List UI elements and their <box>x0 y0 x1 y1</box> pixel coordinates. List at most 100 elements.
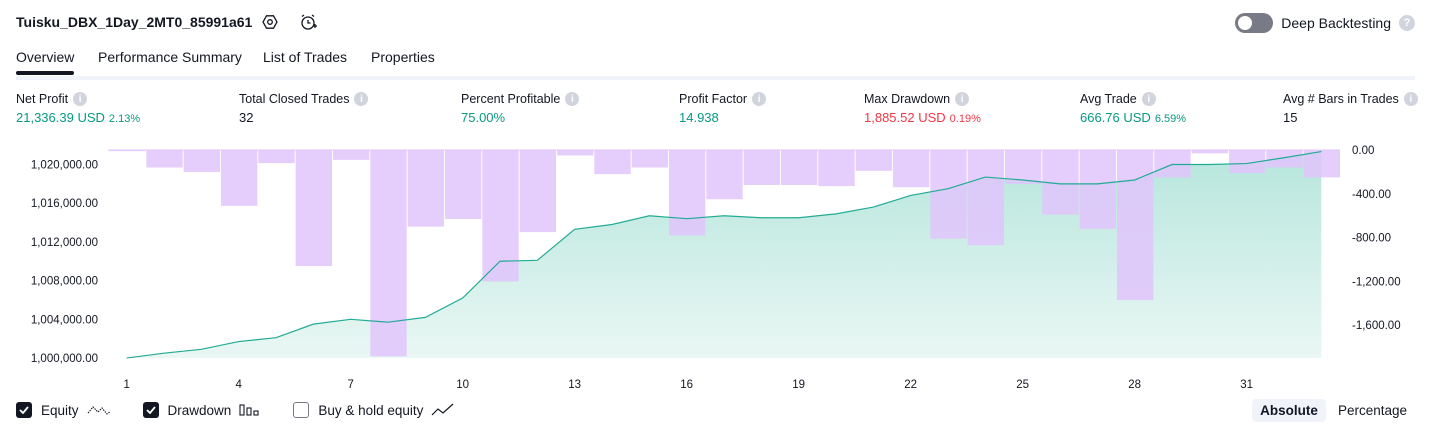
drawdown-bar <box>519 150 556 233</box>
metric-profit-factor: Profit Factor i 14.938 <box>679 92 767 125</box>
metric-value: 21,336.39 USD <box>16 110 105 125</box>
x-tick-label: 16 <box>680 379 693 390</box>
metric-max-drawdown: Max Drawdown i 1,885.52 USD 0.19% <box>864 92 981 125</box>
equity-drawdown-chart[interactable]: 1,000,000.00 1,004,000.00 1,008,000.00 1,01… <box>0 140 1431 390</box>
drawdown-tick-label: 0.00 <box>1352 145 1374 157</box>
metric-percent: 0.19% <box>949 113 981 125</box>
drawdown-bar <box>445 150 482 219</box>
metric-value: 15 <box>1283 110 1298 125</box>
metric-label: Total Closed Trades <box>239 92 350 106</box>
drawdown-tick-label: -400.00 <box>1352 189 1391 201</box>
metric-percent: 2.13% <box>108 113 141 125</box>
drawdown-bar <box>482 150 519 282</box>
info-icon[interactable]: i <box>565 92 580 106</box>
metrics-row: Net Profit i 21,336.39 USD 2.13% Total Clo… <box>0 92 1431 132</box>
drawdown-bar <box>295 150 332 267</box>
metric-net-profit: Net Profit i 21,336.39 USD 2.13% <box>16 92 140 125</box>
legend-drawdown[interactable]: Drawdown <box>142 402 262 418</box>
drawdown-bar <box>1117 150 1154 300</box>
drawdown-bar <box>183 150 220 172</box>
x-tick-label: 7 <box>347 379 353 390</box>
drawdown-bar <box>109 150 146 152</box>
drawdown-bar <box>706 150 743 200</box>
x-tick-label: 1 <box>123 379 129 390</box>
metric-label: Profit Factor <box>679 92 748 106</box>
metric-label: Max Drawdown <box>864 92 951 106</box>
drawdown-bar <box>1303 150 1340 178</box>
buy-hold-label: Buy & hold equity <box>318 402 424 418</box>
x-tick-label: 22 <box>904 379 917 390</box>
drawdown-bar <box>781 150 818 186</box>
equity-checkbox[interactable] <box>16 402 32 418</box>
x-tick-label: 13 <box>568 379 581 390</box>
alarm-clock-plus-icon[interactable] <box>297 11 319 33</box>
info-icon[interactable]: i <box>752 92 767 106</box>
drawdown-bar <box>1191 150 1228 154</box>
equity-area <box>126 151 1322 358</box>
x-tick-label: 28 <box>1128 379 1141 390</box>
equity-tick-label: 1,012,000.00 <box>31 237 98 249</box>
equity-tick-label: 1,000,000.00 <box>31 353 98 365</box>
tab-list-of-trades[interactable]: List of Trades <box>263 49 348 65</box>
drawdown-bar <box>146 150 183 168</box>
tab-overview[interactable]: Overview <box>16 49 75 75</box>
drawdown-bar <box>1266 150 1303 168</box>
equity-line <box>126 150 1322 359</box>
metric-avg-trade: Avg Trade i 666.76 USD 6.59% <box>1080 92 1186 125</box>
metric-label: Percent Profitable <box>461 92 561 106</box>
metric-value: 666.76 USD <box>1080 110 1151 125</box>
info-icon[interactable]: i <box>354 92 369 106</box>
drawdown-bar <box>221 150 258 206</box>
equity-tick-label: 1,004,000.00 <box>31 314 98 326</box>
tab-properties[interactable]: Properties <box>371 49 435 65</box>
drawdown-bar <box>631 150 668 168</box>
metric-label: Avg # Bars in Trades <box>1283 92 1399 106</box>
metric-value: 1,885.52 USD <box>864 110 946 125</box>
bar-chart-icon <box>239 403 261 417</box>
info-icon[interactable]: i <box>1141 92 1156 106</box>
equity-label: Equity <box>41 402 79 418</box>
metric-avg-bars-in-trades: Avg # Bars in Trades i 15 <box>1283 92 1418 125</box>
drawdown-bar <box>333 150 370 160</box>
drawdown-bar <box>930 150 967 239</box>
gear-icon[interactable] <box>259 11 281 33</box>
drawdown-label: Drawdown <box>167 402 232 418</box>
x-tick-label: 31 <box>1240 379 1253 390</box>
info-icon[interactable]: i <box>1403 92 1418 106</box>
x-tick-label: 25 <box>1016 379 1029 390</box>
drawdown-bar <box>557 150 594 156</box>
deep-backtesting: Deep Backtesting ? <box>1235 13 1415 33</box>
drawdown-checkbox[interactable] <box>142 402 159 418</box>
deep-backtesting-label: Deep Backtesting <box>1281 15 1391 31</box>
strategy-header: Tuisku_DBX_1Day_2MT0_85991a61 Deep Backt… <box>0 0 1431 46</box>
drawdown-tick-label: -1,200.00 <box>1352 276 1401 288</box>
x-tick-label: 4 <box>235 379 242 390</box>
metric-label: Avg Trade <box>1080 92 1137 106</box>
drawdown-bar <box>1229 150 1266 173</box>
info-icon[interactable]: i <box>73 92 88 106</box>
percentage-button[interactable]: Percentage <box>1337 403 1407 418</box>
equity-tick-label: 1,016,000.00 <box>31 198 98 210</box>
drawdown-bar <box>967 150 1004 246</box>
metric-percent-profitable: Percent Profitable i 75.00% <box>461 92 580 125</box>
drawdown-bar <box>818 150 855 187</box>
metric-label: Net Profit <box>16 92 69 106</box>
drawdown-tick-label: -800.00 <box>1352 233 1391 245</box>
drawdown-bar <box>743 150 780 186</box>
absolute-button[interactable]: Absolute <box>1252 399 1326 422</box>
question-icon[interactable]: ? <box>1399 15 1415 31</box>
deep-backtesting-toggle[interactable] <box>1235 13 1274 33</box>
buy-hold-checkbox[interactable] <box>293 402 310 418</box>
info-icon[interactable]: i <box>955 92 970 106</box>
drawdown-tick-label: -1,600.00 <box>1352 320 1401 332</box>
tab-performance-summary[interactable]: Performance Summary <box>98 49 242 65</box>
legend-buy-hold-equity[interactable]: Buy & hold equity <box>293 402 455 418</box>
equity-tick-label: 1,020,000.00 <box>31 160 98 172</box>
drawdown-bar <box>1154 150 1191 178</box>
legend-equity[interactable]: Equity <box>16 402 111 418</box>
drawdown-bar <box>258 150 295 164</box>
drawdown-bar <box>1079 150 1116 229</box>
trend-line-icon <box>431 403 455 417</box>
metric-total-closed-trades: Total Closed Trades i 32 <box>239 92 369 125</box>
metric-value: 75.00% <box>461 110 506 125</box>
